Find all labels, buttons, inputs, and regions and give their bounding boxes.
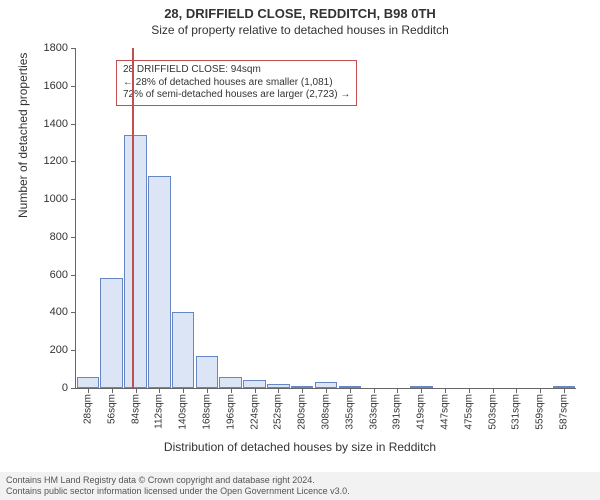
histogram-bar	[148, 176, 171, 388]
chart-subtitle: Size of property relative to detached ho…	[0, 21, 600, 37]
x-tick-label: 475sqm	[463, 394, 474, 430]
x-tick-label: 84sqm	[130, 394, 141, 424]
x-axis-title: Distribution of detached houses by size …	[0, 440, 600, 454]
y-tick	[71, 124, 76, 125]
x-tick-label: 419sqm	[416, 394, 427, 430]
chart-container: 28, DRIFFIELD CLOSE, REDDITCH, B98 0TH S…	[0, 0, 600, 500]
y-tick-label: 0	[62, 382, 68, 394]
x-tick-label: 559sqm	[535, 394, 546, 430]
y-tick	[71, 161, 76, 162]
x-tick	[326, 388, 327, 393]
x-tick-label: 28sqm	[82, 394, 93, 424]
x-tick-label: 447sqm	[440, 394, 451, 430]
footer: Contains HM Land Registry data © Crown c…	[0, 472, 600, 500]
x-tick-label: 335sqm	[344, 394, 355, 430]
histogram-bar	[172, 312, 195, 388]
y-tick-label: 1000	[44, 193, 68, 205]
histogram-bar	[243, 380, 266, 388]
y-tick	[71, 199, 76, 200]
x-tick	[112, 388, 113, 393]
x-tick	[540, 388, 541, 393]
x-tick	[374, 388, 375, 393]
x-tick-label: 587sqm	[559, 394, 570, 430]
histogram-bar	[196, 356, 219, 388]
y-tick	[71, 237, 76, 238]
annotation-line-3: 72% of semi-detached houses are larger (…	[123, 89, 350, 102]
x-tick-label: 196sqm	[225, 394, 236, 430]
x-tick	[493, 388, 494, 393]
x-tick	[397, 388, 398, 393]
x-tick-label: 531sqm	[511, 394, 522, 430]
x-tick	[88, 388, 89, 393]
annotation-box: 28 DRIFFIELD CLOSE: 94sqm ← 28% of detac…	[116, 60, 357, 106]
y-tick-label: 800	[50, 231, 68, 243]
chart-plot-area: 28 DRIFFIELD CLOSE: 94sqm ← 28% of detac…	[75, 48, 576, 389]
y-tick	[71, 275, 76, 276]
y-axis-title: Number of detached properties	[16, 53, 30, 218]
x-tick	[516, 388, 517, 393]
x-tick-label: 280sqm	[297, 394, 308, 430]
x-tick	[278, 388, 279, 393]
x-tick-label: 112sqm	[154, 394, 165, 429]
x-tick-label: 503sqm	[487, 394, 498, 430]
y-tick-label: 1800	[44, 42, 68, 54]
x-tick-label: 252sqm	[273, 394, 284, 430]
x-tick-label: 168sqm	[201, 394, 212, 430]
x-tick	[231, 388, 232, 393]
annotation-line-2: ← 28% of detached houses are smaller (1,…	[123, 77, 350, 90]
histogram-bar	[219, 377, 242, 388]
y-tick-label: 1600	[44, 80, 68, 92]
y-tick-label: 400	[50, 306, 68, 318]
x-tick	[564, 388, 565, 393]
histogram-bar	[124, 135, 147, 388]
footer-line-1: Contains HM Land Registry data © Crown c…	[6, 475, 594, 486]
x-tick	[350, 388, 351, 393]
y-tick-label: 600	[50, 269, 68, 281]
x-tick-label: 224sqm	[249, 394, 260, 430]
x-tick-label: 363sqm	[368, 394, 379, 430]
x-tick-label: 56sqm	[106, 394, 117, 424]
x-tick-label: 391sqm	[392, 394, 403, 430]
x-tick	[469, 388, 470, 393]
y-tick-label: 200	[50, 344, 68, 356]
x-tick	[302, 388, 303, 393]
x-tick	[159, 388, 160, 393]
y-tick	[71, 350, 76, 351]
x-tick	[183, 388, 184, 393]
histogram-bar	[100, 278, 123, 388]
property-marker-line	[132, 48, 134, 388]
y-tick-label: 1400	[44, 118, 68, 130]
annotation-line-1: 28 DRIFFIELD CLOSE: 94sqm	[123, 64, 350, 77]
chart-title: 28, DRIFFIELD CLOSE, REDDITCH, B98 0TH	[0, 0, 600, 21]
y-tick	[71, 86, 76, 87]
histogram-bar	[77, 377, 100, 388]
x-tick	[136, 388, 137, 393]
y-tick	[71, 312, 76, 313]
y-tick	[71, 388, 76, 389]
x-tick-label: 308sqm	[321, 394, 332, 430]
x-tick	[445, 388, 446, 393]
y-tick-label: 1200	[44, 155, 68, 167]
x-tick	[421, 388, 422, 393]
x-tick	[207, 388, 208, 393]
y-tick	[71, 48, 76, 49]
x-tick-label: 140sqm	[178, 394, 189, 430]
x-tick	[255, 388, 256, 393]
footer-line-2: Contains public sector information licen…	[6, 486, 594, 497]
